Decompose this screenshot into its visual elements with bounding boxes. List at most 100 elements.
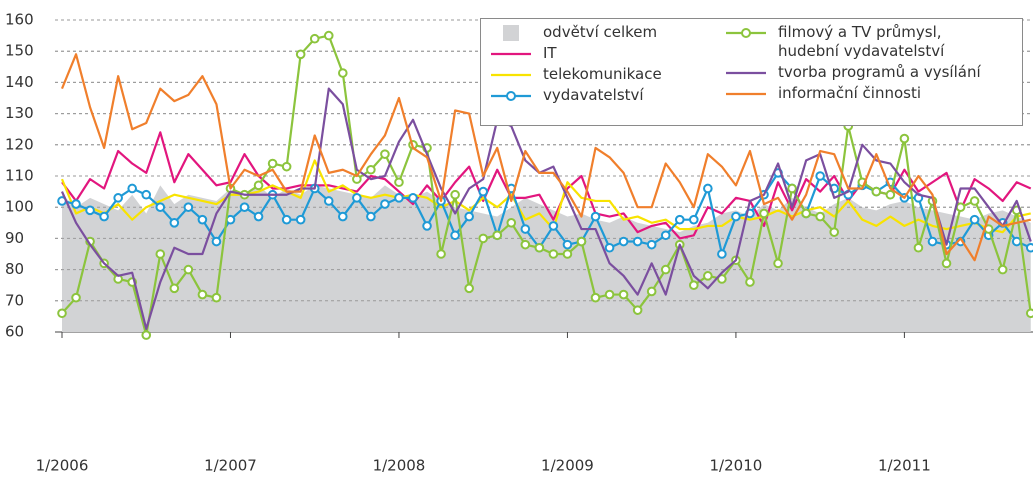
marker <box>211 236 222 247</box>
marker <box>703 271 713 281</box>
marker <box>520 239 531 250</box>
y-tick-label: 120 <box>5 135 34 153</box>
legend-item: vydavatelství <box>489 86 724 105</box>
marker <box>450 189 460 200</box>
marker <box>618 289 629 300</box>
y-tick-label: 60 <box>5 323 24 341</box>
x-tick-label: 1/2009 <box>541 457 594 475</box>
marker <box>604 242 615 253</box>
marker <box>506 218 517 228</box>
marker <box>338 211 348 222</box>
marker <box>85 205 95 216</box>
marker <box>394 193 404 203</box>
y-tick-label: 110 <box>5 167 34 185</box>
legend-item: informační činnosti <box>724 84 1014 103</box>
marker <box>801 208 811 219</box>
x-tick-label: 1/2010 <box>710 457 763 475</box>
marker <box>534 242 545 253</box>
legend-column: filmový a TV průmysl, hudební vydavatels… <box>724 23 1014 121</box>
marker <box>183 264 194 275</box>
y-tick-label: 70 <box>5 291 24 309</box>
legend-item: tvorba programů a vysílání <box>724 63 1014 82</box>
marker <box>155 202 166 212</box>
marker <box>520 224 531 234</box>
marker <box>604 289 615 300</box>
marker <box>197 214 208 225</box>
marker <box>183 202 194 212</box>
marker <box>197 289 208 300</box>
legend-label: IT <box>543 44 557 62</box>
marker <box>590 211 601 222</box>
marker <box>1025 242 1033 253</box>
legend-label: filmový a TV průmysl, hudební vydavatels… <box>778 23 945 60</box>
line <box>61 34 1032 337</box>
x-tick-label: 1/2008 <box>373 457 426 475</box>
marker <box>1011 236 1022 247</box>
marker <box>717 274 727 284</box>
swatch <box>741 28 751 38</box>
marker <box>885 189 896 200</box>
line <box>60 53 1031 262</box>
marker <box>464 283 474 294</box>
marker <box>590 292 601 303</box>
marker <box>1025 308 1033 319</box>
swatch <box>503 25 519 41</box>
marker <box>478 233 489 244</box>
marker <box>253 180 264 191</box>
x-tick-label: 1/2006 <box>36 457 89 475</box>
marker <box>239 202 250 212</box>
marker <box>366 211 376 222</box>
marker <box>267 158 278 169</box>
legend-item: IT <box>489 44 724 63</box>
marker <box>169 218 180 228</box>
marker <box>969 196 980 206</box>
marker <box>899 133 910 144</box>
marker <box>323 196 334 206</box>
x-tick-label: 1/2011 <box>878 457 931 475</box>
legend-item: odvětví celkem <box>489 23 724 42</box>
marker <box>295 49 306 60</box>
marker <box>731 211 741 222</box>
marker <box>309 33 320 44</box>
legend-swatch <box>726 71 766 75</box>
marker <box>660 230 671 241</box>
marker <box>997 264 1008 275</box>
marker <box>646 286 657 297</box>
legend-swatch <box>491 73 531 77</box>
marker <box>169 283 180 294</box>
marker <box>689 280 699 291</box>
marker <box>71 292 81 303</box>
line <box>60 87 1032 330</box>
y-tick-label: 100 <box>5 198 34 216</box>
marker <box>632 236 643 247</box>
marker <box>127 183 137 194</box>
marker <box>576 236 587 247</box>
marker <box>941 258 952 269</box>
legend-swatch <box>726 28 766 38</box>
y-tick-label: 80 <box>5 260 24 278</box>
marker <box>323 30 334 41</box>
marker <box>632 305 643 315</box>
marker <box>436 249 446 259</box>
marker <box>773 258 783 269</box>
marker <box>253 211 264 222</box>
y-tick-label: 150 <box>5 42 34 60</box>
legend-label: odvětví celkem <box>543 23 658 41</box>
marker <box>871 186 882 197</box>
marker <box>759 208 769 219</box>
marker <box>815 171 825 181</box>
legend-swatch <box>726 92 766 96</box>
legend-column: odvětví celkem IT telekomunikace vydavatels… <box>489 23 724 121</box>
marker <box>689 214 699 225</box>
marker <box>829 227 840 237</box>
marker <box>57 308 67 319</box>
legend-label: telekomunikace <box>543 65 662 83</box>
marker <box>450 230 460 241</box>
marker <box>295 214 306 225</box>
marker <box>380 149 390 159</box>
marker <box>646 239 657 250</box>
marker <box>464 211 474 222</box>
legend-item: telekomunikace <box>489 65 724 84</box>
marker <box>548 221 559 231</box>
